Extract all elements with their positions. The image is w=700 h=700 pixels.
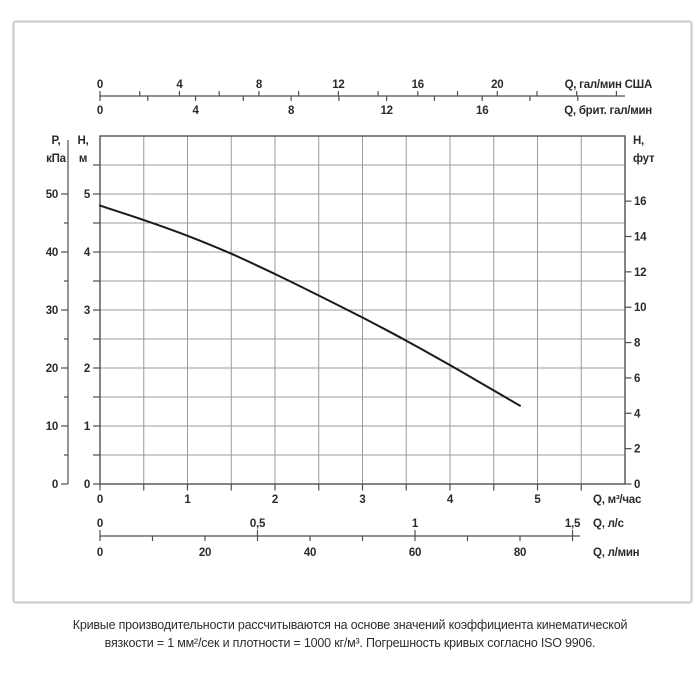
us-gpm-tick-label: 12 (332, 79, 344, 91)
axis-kpa (61, 140, 69, 485)
lmin-axis-unit: Q, л/мин (593, 547, 640, 559)
axis-ls-lmin-labels: 0 0,5 1 1,5 0 20 40 60 80 Q, л/с Q, л/мин (97, 518, 640, 559)
feet-tick-label: 10 (634, 302, 646, 314)
axis-meters (93, 164, 100, 485)
us-gpm-tick-label: 8 (256, 79, 263, 91)
axis-meters-labels: 0 1 2 3 4 5 H, м (78, 135, 92, 491)
ls-tick-label: 1,5 (565, 518, 581, 530)
kpa-axis-title: кПа (46, 153, 67, 165)
imp-gpm-tick-label: 0 (97, 105, 103, 117)
m3h-tick-label: 3 (359, 494, 365, 506)
caption-line-2: вязкости = 1 мм²/сек и плотности = 1000 … (104, 635, 596, 650)
performance-curve (99, 204, 521, 407)
meters-axis-title: H, (78, 135, 89, 147)
kpa-tick-label: 30 (46, 305, 58, 317)
feet-axis-title: H, (633, 135, 644, 147)
meters-tick-label: 1 (84, 421, 91, 433)
imp-gpm-tick-label: 4 (192, 105, 199, 117)
feet-tick-label: 2 (634, 444, 640, 456)
kpa-tick-label: 0 (52, 479, 58, 491)
us-gpm-tick-label: 0 (97, 79, 103, 91)
meters-axis-title: м (79, 153, 87, 165)
m3h-tick-label: 4 (447, 494, 454, 506)
kpa-tick-label: 40 (46, 247, 58, 259)
m3h-tick-label: 2 (272, 494, 278, 506)
ls-tick-label: 0 (97, 518, 103, 530)
imp-gpm-tick-label: 8 (288, 105, 295, 117)
us-gpm-tick-label: 16 (412, 79, 424, 91)
lmin-tick-label: 80 (514, 547, 526, 559)
feet-tick-label: 16 (634, 196, 646, 208)
axis-feet (625, 200, 632, 485)
lmin-tick-label: 20 (199, 547, 211, 559)
feet-tick-label: 8 (634, 338, 641, 350)
lmin-tick-label: 60 (409, 547, 421, 559)
imp-gpm-tick-label: 16 (476, 105, 488, 117)
m3h-tick-label: 0 (97, 494, 103, 506)
us-gpm-axis-unit: Q, гал/мин США (565, 79, 652, 91)
caption-line-1: Кривые производительности рассчитываются… (72, 618, 628, 632)
kpa-axis-title: P, (52, 135, 61, 147)
m3h-tick-label: 1 (184, 494, 191, 506)
axis-ls-lmin (99, 530, 580, 541)
axis-top-gallons (99, 91, 625, 101)
imp-gpm-tick-label: 12 (381, 105, 393, 117)
ls-axis-unit: Q, л/с (593, 518, 625, 530)
kpa-tick-label: 20 (46, 363, 58, 375)
meters-tick-label: 4 (84, 247, 91, 259)
us-gpm-tick-label: 20 (491, 79, 503, 91)
kpa-tick-label: 50 (46, 189, 58, 201)
meters-tick-label: 2 (84, 363, 90, 375)
m3h-axis-unit: Q, м³/час (593, 494, 642, 506)
chart-caption: Кривые производительности рассчитываются… (0, 617, 700, 652)
feet-tick-label: 12 (634, 267, 646, 279)
grid (100, 136, 625, 484)
axis-top-labels: 0 4 8 12 16 20 0 4 8 12 16 Q, гал/мин США Q, брит. г… (97, 79, 653, 117)
ls-tick-label: 0,5 (250, 518, 266, 530)
meters-tick-label: 3 (84, 305, 90, 317)
axis-kpa-labels: 0 10 20 30 40 50 P, кПа (46, 135, 67, 491)
axis-feet-labels: 0 2 4 6 8 10 12 14 16 H, фут (633, 135, 655, 491)
feet-tick-label: 4 (634, 408, 641, 420)
ls-tick-label: 1 (412, 518, 419, 530)
us-gpm-tick-label: 4 (176, 79, 183, 91)
feet-tick-label: 14 (634, 232, 647, 244)
feet-axis-title: фут (633, 153, 655, 165)
feet-tick-label: 0 (634, 479, 640, 491)
feet-tick-label: 6 (634, 373, 640, 385)
meters-tick-label: 5 (84, 189, 91, 201)
lmin-tick-label: 0 (97, 547, 103, 559)
axis-m3h (99, 484, 582, 491)
m3h-tick-label: 5 (534, 494, 541, 506)
kpa-tick-label: 10 (46, 421, 58, 433)
axis-m3h-labels: 0 1 2 3 4 5 Q, м³/час (97, 494, 642, 506)
imp-gpm-axis-unit: Q, брит. гал/мин (564, 105, 652, 117)
lmin-tick-label: 40 (304, 547, 316, 559)
meters-tick-label: 0 (84, 479, 90, 491)
